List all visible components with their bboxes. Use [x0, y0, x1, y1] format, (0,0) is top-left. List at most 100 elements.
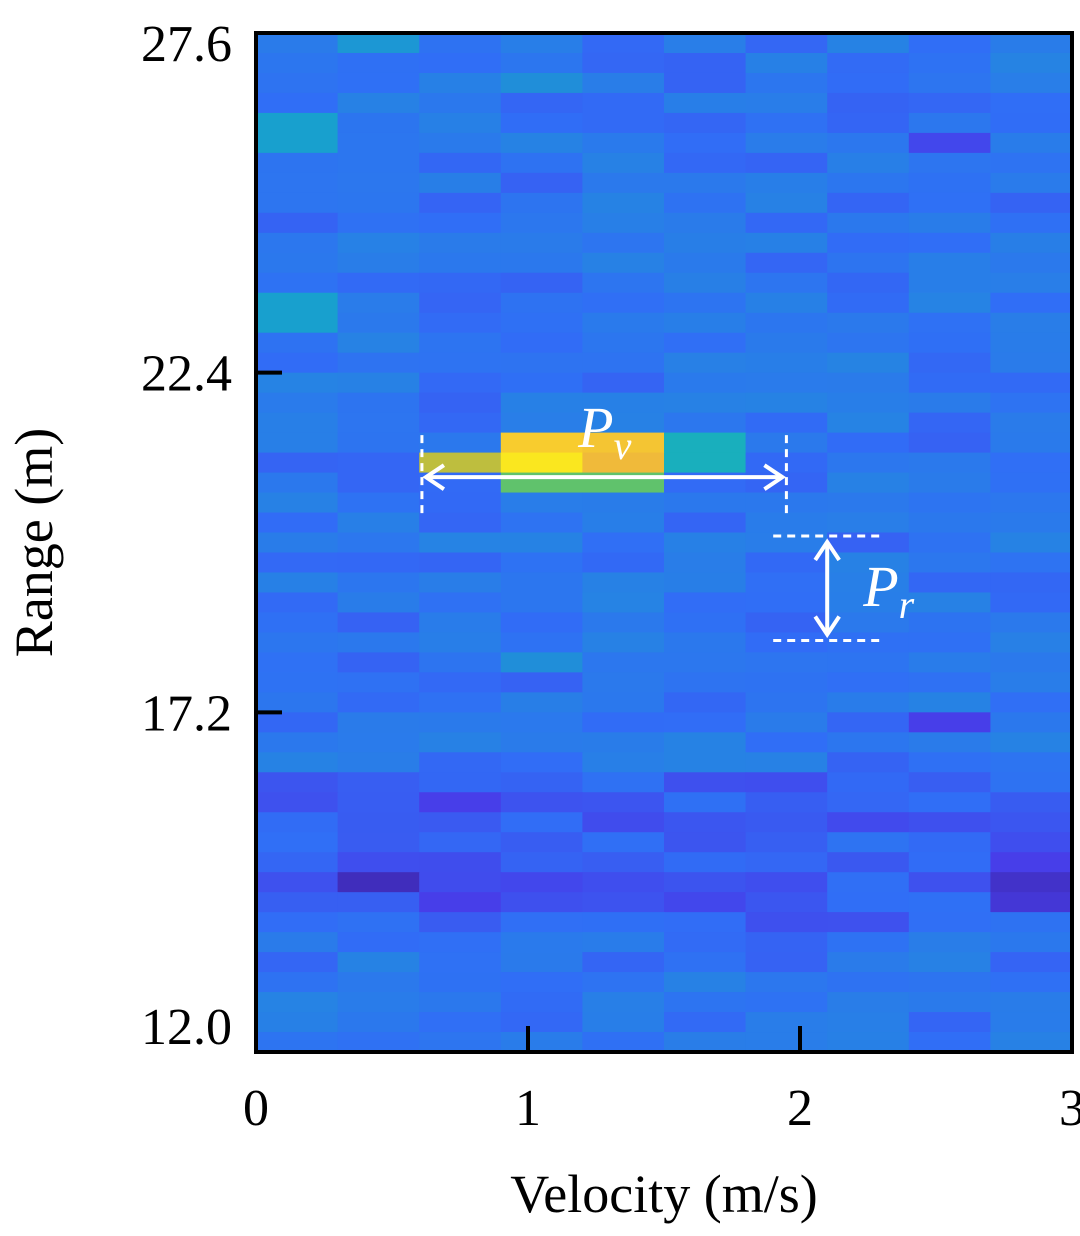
- heatmap-cell: [745, 592, 828, 614]
- heatmap-cell: [908, 33, 991, 54]
- heatmap-cell: [990, 272, 1073, 294]
- heatmap-cell: [419, 712, 502, 733]
- heatmap-cell: [908, 652, 991, 673]
- heatmap-cell: [908, 712, 991, 733]
- heatmap-cell: [908, 1012, 991, 1033]
- heatmap-cell: [827, 272, 910, 294]
- heatmap-cell: [582, 1012, 665, 1033]
- heatmap-cell: [582, 152, 665, 174]
- heatmap-cell: [664, 1032, 747, 1053]
- heatmap-cell: [827, 872, 910, 893]
- heatmap-cell: [908, 852, 991, 873]
- heatmap-cell: [500, 292, 583, 314]
- heatmap-cell: [582, 972, 665, 993]
- heatmap-cell: [337, 652, 420, 673]
- heatmap-cell: [827, 832, 910, 853]
- heatmap-cell: [419, 672, 502, 693]
- heatmap-cell: [337, 672, 420, 693]
- heatmap-cell: [337, 252, 420, 274]
- heatmap-cell: [500, 632, 583, 653]
- heatmap-cell: [419, 252, 502, 274]
- heatmap-cell: [908, 732, 991, 753]
- heatmap-cell: [582, 672, 665, 693]
- heatmap-cell: [908, 892, 991, 913]
- heatmap-cell: [419, 992, 502, 1013]
- heatmap-cell: [664, 92, 747, 114]
- heatmap-cell: [337, 33, 420, 54]
- heatmap-cell: [419, 352, 502, 374]
- heatmap-cell: [664, 612, 747, 634]
- heatmap-cell: [256, 372, 339, 394]
- heatmap-cell: [908, 572, 991, 594]
- heatmap-cell: [582, 92, 665, 114]
- heatmap-cell: [256, 672, 339, 693]
- heatmap-cell: [745, 292, 828, 314]
- heatmap-cell: [582, 372, 665, 394]
- heatmap-cell: [500, 872, 583, 893]
- heatmap-cell: [582, 492, 665, 514]
- heatmap-cell: [664, 72, 747, 94]
- heatmap-cell: [337, 512, 420, 534]
- heatmap-cell: [908, 992, 991, 1013]
- heatmap-cell: [419, 1012, 502, 1033]
- heatmap-cell: [664, 732, 747, 753]
- heatmap-cell: [745, 932, 828, 953]
- heatmap-cell: [990, 412, 1073, 434]
- heatmap-cell: [582, 932, 665, 953]
- heatmap-cell: [500, 732, 583, 753]
- heatmap-cell: [337, 132, 420, 154]
- heatmap-cell: [745, 252, 828, 274]
- heatmap-cell: [337, 812, 420, 833]
- heatmap-cell: [664, 372, 747, 394]
- heatmap-cell: [990, 812, 1073, 833]
- heatmap-cell: [990, 932, 1073, 953]
- heatmap-cell: [990, 672, 1073, 693]
- heatmap-cell: [256, 592, 339, 614]
- heatmap-cell: [500, 452, 583, 474]
- heatmap-cell: [664, 852, 747, 873]
- heatmap-cell: [745, 232, 828, 254]
- heatmap-cell: [908, 312, 991, 334]
- heatmap-cell: [827, 532, 910, 554]
- heatmap-cell: [664, 312, 747, 334]
- heatmap-cell: [500, 312, 583, 334]
- heatmap-cell: [256, 852, 339, 873]
- heatmap-cell: [500, 492, 583, 514]
- heatmap-cell: [664, 832, 747, 853]
- heatmap-cell: [827, 352, 910, 374]
- heatmap-cell: [827, 852, 910, 873]
- heatmap-cell: [990, 612, 1073, 634]
- heatmap-cell: [908, 252, 991, 274]
- heatmap-cell: [419, 632, 502, 653]
- heatmap-cell: [256, 152, 339, 174]
- heatmap-cell: [664, 772, 747, 793]
- heatmap-cell: [908, 952, 991, 973]
- heatmap-cell: [500, 672, 583, 693]
- heatmap-cell: [582, 292, 665, 314]
- heatmap-cell: [419, 912, 502, 933]
- heatmap-cell: [582, 952, 665, 973]
- heatmap-cell: [990, 392, 1073, 414]
- heatmap-cell: [827, 412, 910, 434]
- heatmap-cell: [256, 112, 339, 134]
- heatmap-cell: [745, 272, 828, 294]
- heatmap-cell: [745, 412, 828, 434]
- plot-frame: [254, 31, 1074, 1054]
- heatmap-cell: [745, 552, 828, 574]
- heatmap-cell: [745, 1032, 828, 1053]
- heatmap-cell: [745, 712, 828, 733]
- pv-arrowhead-left: [422, 463, 446, 491]
- heatmap-cell: [337, 232, 420, 254]
- heatmap-cell: [419, 512, 502, 534]
- heatmap-cell: [256, 772, 339, 793]
- heatmap-cell: [582, 212, 665, 234]
- heatmap-cell: [908, 332, 991, 354]
- heatmap-cell: [908, 232, 991, 254]
- heatmap-cell: [500, 112, 583, 134]
- heatmap-cell: [582, 912, 665, 933]
- heatmap-cell: [256, 192, 339, 214]
- heatmap-cell: [664, 232, 747, 254]
- heatmap-cell: [337, 572, 420, 594]
- heatmap-cell: [419, 292, 502, 314]
- heatmap-cell: [500, 192, 583, 214]
